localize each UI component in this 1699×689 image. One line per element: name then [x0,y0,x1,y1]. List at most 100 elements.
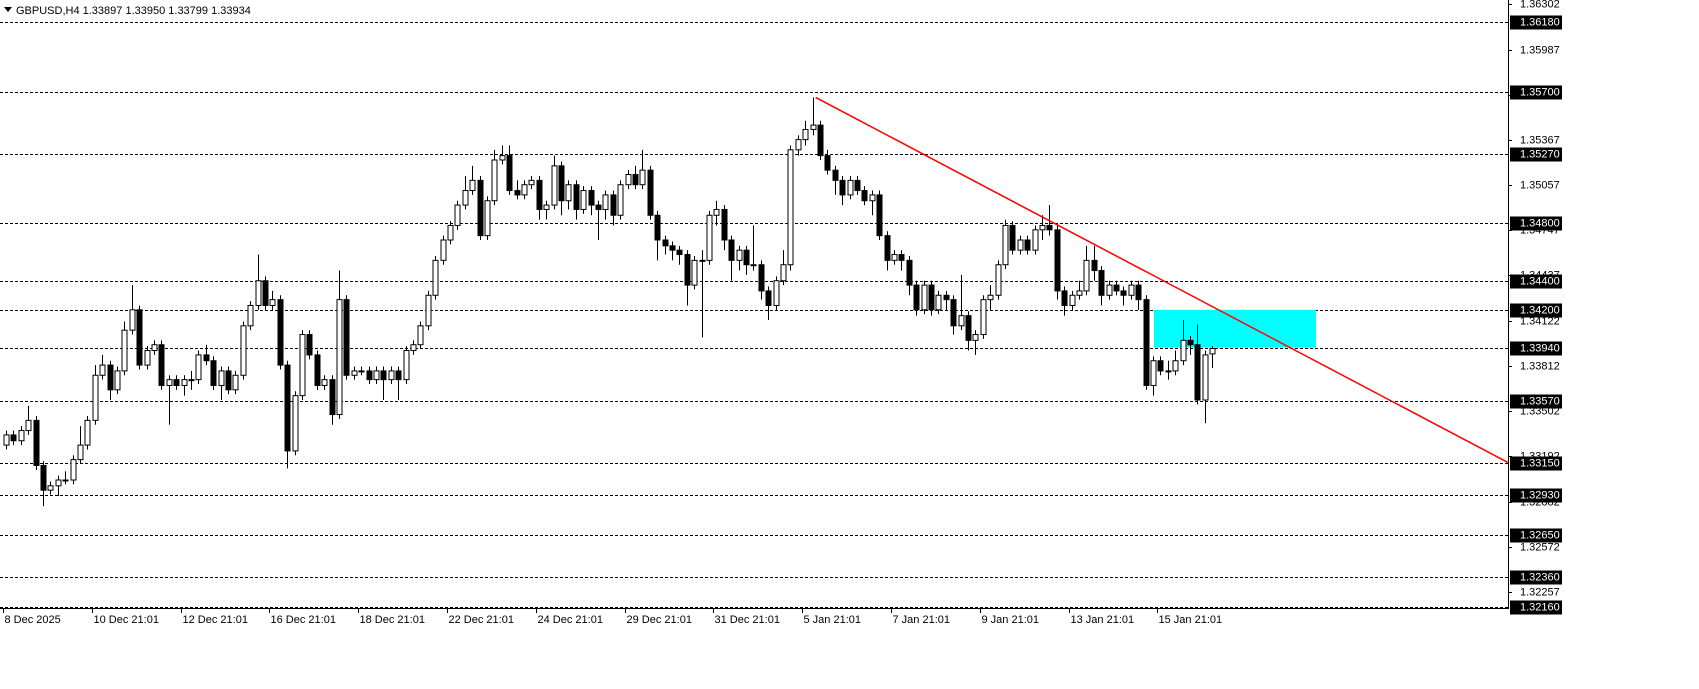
candle-body [506,155,513,192]
level-label: 1.36180 [1520,16,1560,28]
candle-body [528,179,535,186]
x-tick-label: 9 Jan 21:01 [982,614,1040,626]
level-label: 1.34800 [1520,217,1560,229]
candle-body [632,174,639,186]
candle-body [802,128,809,141]
candle-body [417,325,424,346]
candle-body [780,264,787,282]
symbol-menu-icon[interactable] [4,7,12,12]
candle-body [1069,294,1076,306]
candle-body [491,159,498,202]
level-label-box [1510,216,1562,231]
candle-body [854,179,861,192]
candles [3,97,1216,507]
candle-body [765,290,772,306]
candle-body [358,370,365,373]
candle-body [787,149,794,266]
candle-body [795,139,802,151]
candle-body [869,194,876,202]
candle-body [588,190,595,206]
candle-body [758,264,765,292]
candle-body [565,184,572,202]
candle-body [1106,284,1113,296]
candle-body [292,395,299,452]
candle-body [950,299,957,327]
candle-body [965,315,972,341]
candle-body [114,370,121,391]
candle-body [713,208,720,216]
level-label: 1.32650 [1520,529,1560,541]
x-tick-label: 13 Jan 21:01 [1071,614,1135,626]
level-label-box [1510,85,1562,100]
level-label-box [1510,274,1562,289]
candle-body [625,174,632,186]
candle-body [684,254,691,286]
candle-body [62,479,69,482]
candle-body [447,224,454,241]
candle-body [107,364,114,391]
candle-body [662,239,669,247]
candle-body [750,264,757,267]
candle-body [395,370,402,381]
candle-body [536,179,543,210]
candle-body [462,190,469,206]
candle-body [40,464,47,491]
candle-body [706,214,713,261]
candle-body [151,344,158,352]
candle-body [99,364,106,376]
level-label: 1.32930 [1520,489,1560,501]
candle-body [898,254,905,261]
y-tick-label: 1.35057 [1520,179,1560,191]
level-label-box [1510,341,1562,356]
candle-body [121,329,128,372]
candle-body [913,284,920,311]
candle-body [173,379,180,386]
candle-body [343,299,350,376]
candle-body [1017,239,1024,251]
candle-body [3,434,10,446]
candle-body [1143,299,1150,386]
candle-body [935,294,942,311]
x-tick-label: 8 Dec 2025 [5,614,61,626]
candle-body [188,379,195,382]
level-label: 1.33570 [1520,395,1560,407]
level-label-box [1510,394,1562,409]
candle-body [210,360,217,386]
candle-body [676,249,683,256]
candle-body [1150,360,1157,386]
x-tick-label: 31 Dec 21:01 [715,614,780,626]
candle-body [987,294,994,301]
candle-body [225,370,232,391]
candle-body [47,485,54,491]
chart-title: GBPUSD,H4 1.33897 1.33950 1.33799 1.3393… [16,5,251,17]
candle-body [1172,360,1179,372]
x-tick-label: 12 Dec 21:01 [183,614,248,626]
trendline [815,96,1509,464]
candle-body [558,165,565,202]
candle-body [610,194,617,216]
candle-body [514,190,521,196]
candle-body [1039,224,1046,231]
level-label-box [1510,456,1562,471]
time-axis: 8 Dec 2025 10 Dec 21:01 12 Dec 21:01 16 Dec… [3,608,1222,626]
candle-body [499,155,506,161]
overlay [815,96,1509,464]
candle-body [699,259,706,262]
y-tick-label: 1.32257 [1520,586,1560,598]
candle-body [218,370,225,386]
candle-body [810,124,817,130]
candle-body [1046,224,1053,231]
candle-body [972,334,979,341]
level-label-box [1510,488,1562,503]
candle-body [847,179,854,196]
candle-body [33,419,40,466]
y-tick-label: 1.32572 [1520,541,1560,553]
candle-body [10,434,17,442]
candle-body [1061,290,1068,306]
candle-body [232,374,239,391]
candle-body [277,299,284,366]
x-tick-label: 24 Dec 21:01 [538,614,603,626]
x-tick-label: 18 Dec 21:01 [360,614,425,626]
candle-body [669,245,676,251]
